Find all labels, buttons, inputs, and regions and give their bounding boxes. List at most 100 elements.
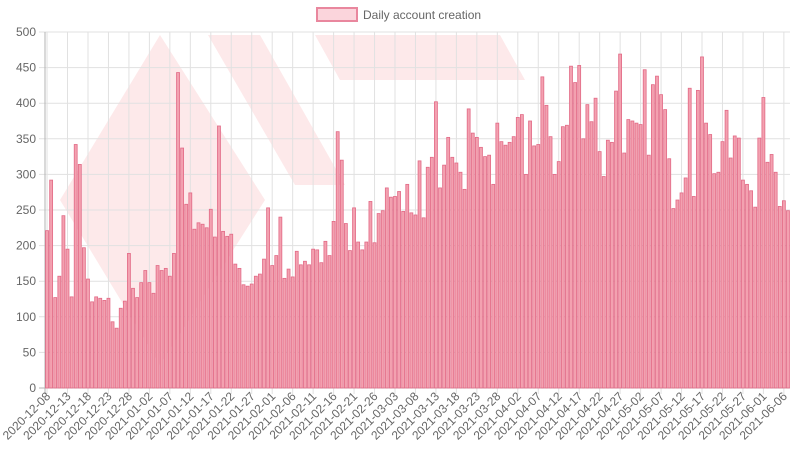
- bar[interactable]: [225, 235, 230, 389]
- bar[interactable]: [172, 253, 176, 389]
- bar[interactable]: [364, 241, 369, 389]
- bar[interactable]: [638, 124, 643, 389]
- bar[interactable]: [769, 154, 774, 389]
- bar[interactable]: [98, 297, 103, 389]
- bar[interactable]: [131, 287, 135, 389]
- bar[interactable]: [102, 300, 107, 389]
- bar[interactable]: [450, 156, 455, 389]
- bar[interactable]: [339, 159, 344, 389]
- bar[interactable]: [286, 268, 291, 389]
- bar[interactable]: [147, 282, 152, 389]
- bar[interactable]: [188, 192, 193, 389]
- bar[interactable]: [470, 132, 475, 389]
- bar[interactable]: [642, 69, 647, 389]
- bar[interactable]: [728, 157, 733, 389]
- bar[interactable]: [683, 177, 688, 389]
- bar[interactable]: [610, 141, 614, 389]
- bar[interactable]: [331, 220, 336, 389]
- bar[interactable]: [483, 156, 487, 389]
- bar[interactable]: [335, 131, 340, 389]
- bar[interactable]: [159, 270, 164, 389]
- bar[interactable]: [577, 65, 582, 389]
- bar[interactable]: [106, 297, 111, 389]
- bar[interactable]: [282, 277, 287, 389]
- bar[interactable]: [196, 222, 201, 389]
- bar[interactable]: [315, 249, 320, 389]
- bar[interactable]: [732, 135, 737, 389]
- bar[interactable]: [659, 94, 663, 389]
- bar[interactable]: [781, 200, 786, 389]
- bar[interactable]: [208, 208, 213, 389]
- bar[interactable]: [249, 283, 254, 389]
- bar[interactable]: [200, 223, 205, 389]
- bar[interactable]: [368, 201, 373, 389]
- bar[interactable]: [77, 164, 82, 389]
- bar[interactable]: [696, 89, 700, 389]
- bar[interactable]: [303, 260, 307, 389]
- bar[interactable]: [503, 144, 508, 389]
- bar[interactable]: [671, 208, 676, 389]
- bar[interactable]: [708, 134, 713, 389]
- bar[interactable]: [327, 255, 332, 389]
- bar[interactable]: [405, 183, 410, 389]
- bar[interactable]: [626, 119, 631, 389]
- bar[interactable]: [274, 255, 279, 389]
- bar[interactable]: [86, 278, 90, 389]
- bar[interactable]: [384, 187, 389, 389]
- bar[interactable]: [139, 282, 144, 389]
- bar[interactable]: [556, 161, 561, 389]
- bar[interactable]: [245, 285, 250, 389]
- bar[interactable]: [532, 145, 537, 389]
- bar[interactable]: [650, 84, 655, 389]
- bar[interactable]: [646, 154, 651, 389]
- legend[interactable]: Daily account creation: [316, 7, 481, 22]
- bar[interactable]: [221, 230, 225, 389]
- bar[interactable]: [307, 264, 311, 389]
- bar[interactable]: [667, 158, 672, 389]
- bar[interactable]: [127, 253, 131, 389]
- bar[interactable]: [536, 144, 541, 389]
- bar[interactable]: [241, 284, 246, 389]
- bar[interactable]: [90, 301, 94, 389]
- bar[interactable]: [143, 270, 148, 389]
- bar[interactable]: [716, 171, 721, 389]
- bar[interactable]: [560, 126, 565, 389]
- bar[interactable]: [151, 292, 156, 389]
- bar[interactable]: [614, 90, 618, 389]
- bar[interactable]: [761, 97, 766, 389]
- bar[interactable]: [118, 307, 123, 389]
- bar[interactable]: [479, 146, 483, 389]
- bar[interactable]: [229, 233, 234, 389]
- bar[interactable]: [634, 122, 639, 389]
- bar[interactable]: [237, 267, 242, 389]
- bar[interactable]: [589, 121, 594, 389]
- bar[interactable]: [474, 136, 479, 389]
- bar[interactable]: [736, 137, 741, 389]
- bar[interactable]: [380, 210, 385, 389]
- bar[interactable]: [417, 160, 422, 389]
- bar[interactable]: [757, 137, 762, 389]
- bar[interactable]: [630, 120, 635, 389]
- bar[interactable]: [360, 249, 365, 389]
- bar[interactable]: [258, 273, 262, 389]
- bar[interactable]: [565, 124, 569, 389]
- bar[interactable]: [466, 108, 471, 389]
- bar[interactable]: [618, 53, 622, 389]
- bar[interactable]: [593, 97, 598, 389]
- bar[interactable]: [691, 196, 696, 389]
- bar[interactable]: [155, 265, 160, 389]
- bar[interactable]: [540, 76, 545, 389]
- bar[interactable]: [438, 187, 442, 389]
- bar[interactable]: [57, 275, 62, 389]
- bar[interactable]: [233, 263, 238, 389]
- bar[interactable]: [712, 173, 717, 389]
- bar[interactable]: [294, 250, 299, 389]
- bar[interactable]: [69, 296, 74, 389]
- bar[interactable]: [65, 248, 70, 389]
- bar[interactable]: [409, 212, 414, 389]
- bar[interactable]: [73, 144, 78, 389]
- bar[interactable]: [720, 141, 725, 389]
- bar[interactable]: [217, 125, 221, 389]
- bar[interactable]: [679, 192, 684, 389]
- bar[interactable]: [376, 213, 381, 389]
